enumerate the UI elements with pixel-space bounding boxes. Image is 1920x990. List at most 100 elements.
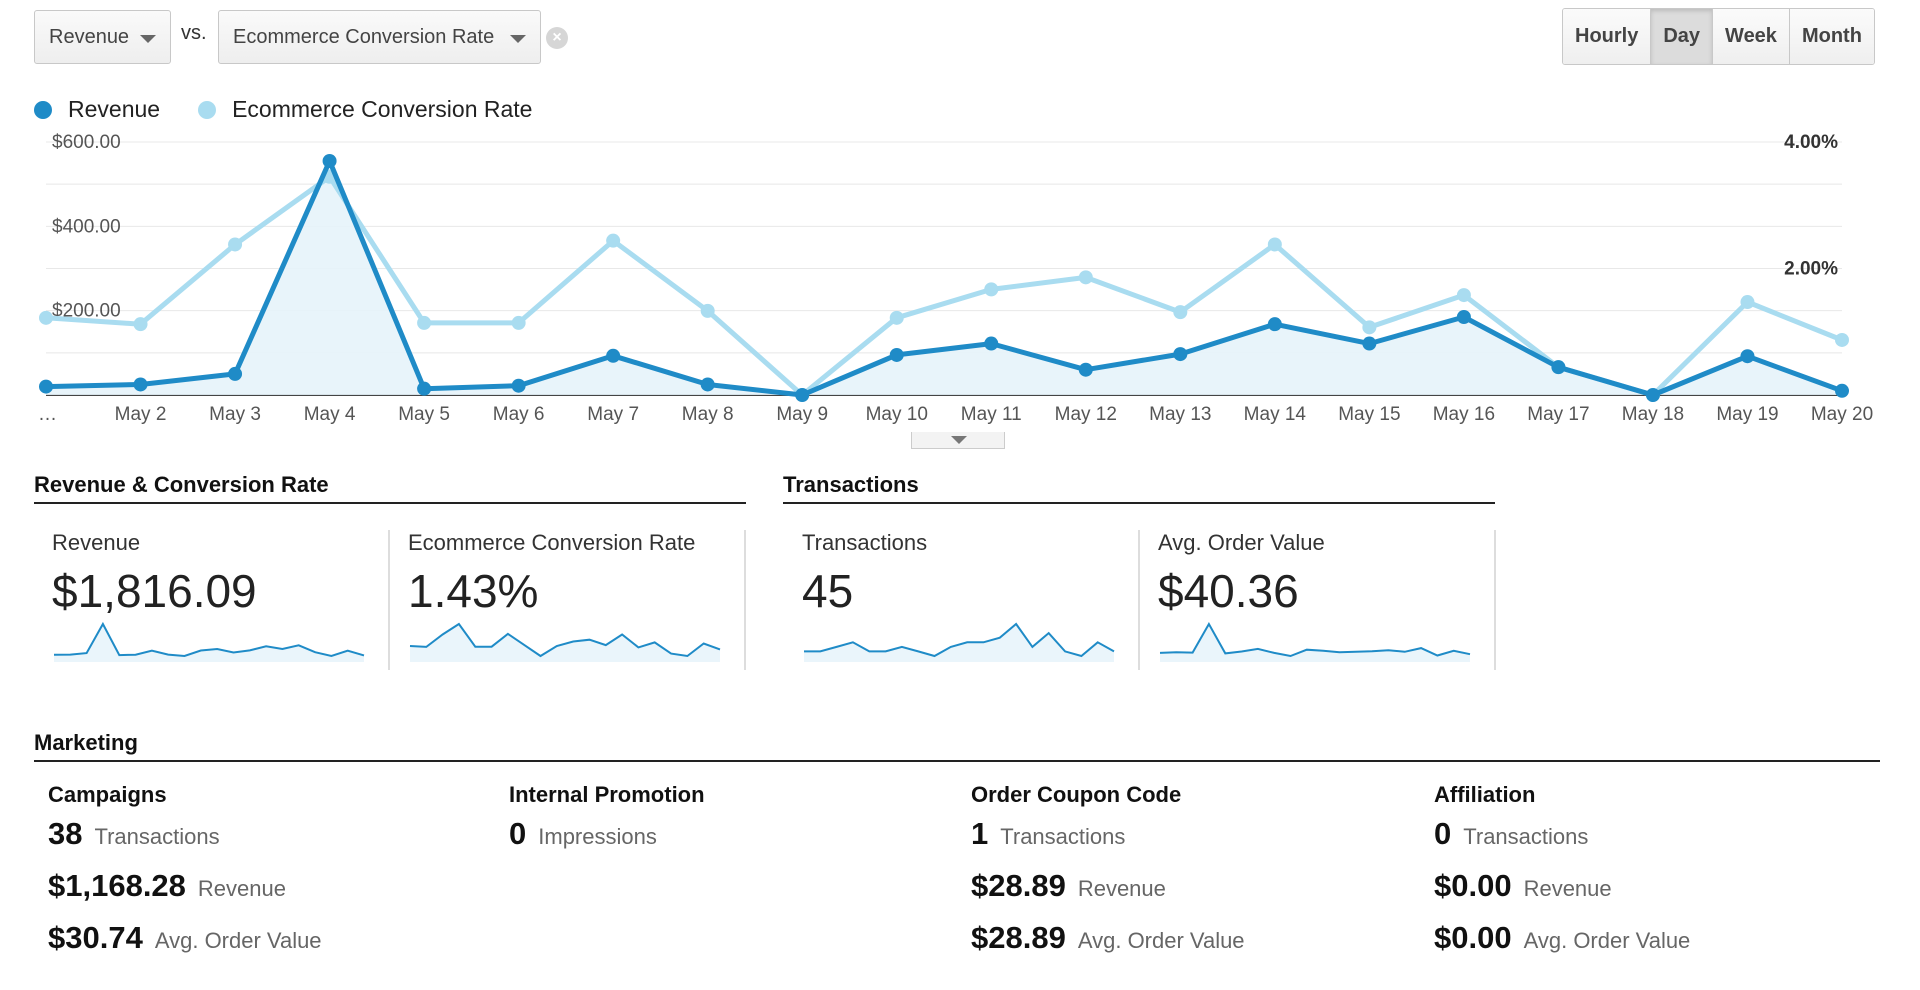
- marketing-row: $28.89 Avg. Order Value: [971, 920, 1411, 972]
- x-tick-label: May 13: [1149, 404, 1211, 425]
- data-point-ecommerce-conversion-rate: [1267, 237, 1282, 252]
- x-tick-label: May 7: [587, 404, 639, 425]
- data-point-ecommerce-conversion-rate: [228, 237, 243, 252]
- data-point-ecommerce-conversion-rate: [1173, 305, 1188, 320]
- marketing-column-title[interactable]: Internal Promotion: [509, 782, 705, 807]
- marketing-label: Transactions: [94, 824, 220, 849]
- x-tick-label: May 15: [1338, 404, 1400, 425]
- metric-transactions[interactable]: Transactions 45: [784, 530, 1140, 670]
- series-line-revenue: [45, 158, 1843, 398]
- data-point-revenue: [417, 381, 432, 396]
- data-point-revenue: [1362, 336, 1377, 351]
- marketing-label: Avg. Order Value: [1077, 928, 1245, 953]
- week-button[interactable]: Week: [1712, 9, 1789, 64]
- chevron-down-icon: [510, 35, 526, 43]
- marketing-label: Revenue: [197, 876, 286, 901]
- marketing-number: $0.00: [1434, 868, 1512, 903]
- y-tick-label-left: $200.00: [52, 301, 121, 322]
- metric-value: 45: [802, 565, 854, 617]
- data-point-revenue: [1078, 362, 1093, 377]
- data-point-revenue: [984, 336, 999, 351]
- x-tick-label: May 14: [1244, 404, 1307, 425]
- x-tick-label: May 2: [115, 404, 167, 425]
- marketing-column-title[interactable]: Order Coupon Code: [971, 782, 1182, 807]
- x-tick-label: May 4: [304, 404, 356, 425]
- y-tick-label-right: 2.00%: [1784, 259, 1838, 280]
- legend-dot-icon: [198, 100, 217, 119]
- x-tick-label: May 12: [1055, 404, 1117, 425]
- sparkline: [53, 621, 365, 662]
- metric-conversion-rate[interactable]: Ecommerce Conversion Rate 1.43%: [390, 530, 746, 670]
- legend-label-conversion: Ecommerce Conversion Rate: [232, 96, 533, 122]
- data-point-revenue: [228, 366, 243, 381]
- x-tick-label: May 3: [209, 404, 261, 425]
- sparkline: [1159, 621, 1471, 662]
- data-point-ecommerce-conversion-rate: [133, 317, 148, 332]
- marketing-order-coupon-code: Order Coupon Code 1 Transactions $28.89 Re…: [971, 782, 1411, 972]
- caret-down-icon: [951, 436, 967, 444]
- month-button[interactable]: Month: [1788, 9, 1874, 64]
- x-tick-label: May 19: [1716, 404, 1778, 425]
- chart-expander[interactable]: [911, 432, 1005, 449]
- marketing-number: 1: [971, 816, 989, 851]
- comparison-metric-label: Ecommerce Conversion Rate: [233, 25, 495, 48]
- granularity-toggle: Hourly Day Week Month: [1562, 8, 1875, 65]
- marketing-number: $28.89: [971, 868, 1066, 903]
- marketing-row: 1 Transactions: [971, 816, 1411, 868]
- legend-item-conversion[interactable]: Ecommerce Conversion Rate: [198, 96, 532, 123]
- data-point-revenue: [1173, 347, 1188, 362]
- marketing-number: $1,168.28: [48, 868, 186, 903]
- marketing-row: 0 Impressions: [509, 816, 949, 868]
- comparison-metric-dropdown[interactable]: Ecommerce Conversion Rate: [218, 10, 541, 64]
- marketing-row: $0.00 Revenue: [1434, 868, 1874, 920]
- marketing-column-title[interactable]: Affiliation: [1434, 782, 1536, 807]
- primary-metric-dropdown[interactable]: Revenue: [34, 10, 171, 64]
- data-point-revenue: [1456, 309, 1471, 324]
- hourly-button[interactable]: Hourly: [1563, 9, 1651, 64]
- day-button[interactable]: Day: [1650, 9, 1713, 64]
- marketing-label: Avg. Order Value: [1523, 928, 1691, 953]
- marketing-label: Transactions: [1000, 824, 1126, 849]
- marketing-label: Impressions: [538, 824, 657, 849]
- marketing-column-title[interactable]: Campaigns: [48, 782, 167, 807]
- data-point-ecommerce-conversion-rate: [1456, 288, 1471, 303]
- metric-revenue[interactable]: Revenue $1,816.09: [34, 530, 390, 670]
- x-tick-label: May 10: [866, 404, 928, 425]
- data-point-ecommerce-conversion-rate: [1835, 332, 1849, 347]
- marketing-campaigns: Campaigns 38 Transactions $1,168.28 Revenu…: [48, 782, 488, 972]
- y-tick-label-right: 4.00%: [1784, 132, 1838, 153]
- metric-avg-order-value[interactable]: Avg. Order Value $40.36: [1140, 530, 1496, 670]
- data-point-revenue: [39, 379, 53, 394]
- marketing-internal-promotion: Internal Promotion 0 Impressions: [509, 782, 949, 868]
- marketing-row: $28.89 Revenue: [971, 868, 1411, 920]
- marketing-affiliation: Affiliation 0 Transactions $0.00 Revenue $…: [1434, 782, 1874, 972]
- metric-label: Revenue: [52, 530, 141, 555]
- sparkline-line: [804, 622, 1115, 658]
- marketing-row: $1,168.28 Revenue: [48, 868, 488, 920]
- metric-label: Transactions: [802, 530, 928, 555]
- marketing-label: Revenue: [1077, 876, 1166, 901]
- marketing-number: $28.89: [971, 920, 1066, 955]
- sparkline-line: [1159, 621, 1471, 658]
- marketing-label: Revenue: [1523, 876, 1612, 901]
- metric-value: $40.36: [1158, 565, 1299, 617]
- marketing-number: 38: [48, 816, 83, 851]
- data-point-revenue: [322, 153, 337, 168]
- x-tick-label: May 6: [493, 404, 545, 425]
- data-point-revenue: [606, 348, 621, 363]
- data-point-ecommerce-conversion-rate: [889, 310, 904, 325]
- metric-value: 1.43%: [408, 565, 539, 617]
- marketing-heading: Marketing: [34, 730, 1880, 762]
- sparkline-line: [53, 621, 365, 658]
- sparkline-area: [410, 624, 720, 662]
- legend-item-revenue[interactable]: Revenue: [34, 96, 160, 123]
- revenue-conversion-chart[interactable]: $600.00 $400.00 $200.00 4.00% 2.00% … May 2 May…: [0, 130, 1920, 450]
- x-tick-label: May 11: [961, 404, 1022, 425]
- x-tick-label: May 20: [1811, 404, 1873, 425]
- data-point-ecommerce-conversion-rate: [39, 310, 53, 325]
- clear-comparison-icon[interactable]: ×: [546, 27, 568, 49]
- primary-metric-label: Revenue: [49, 25, 130, 48]
- data-point-ecommerce-conversion-rate: [1740, 295, 1755, 310]
- metric-label: Avg. Order Value: [1158, 530, 1325, 555]
- marketing-number: 0: [509, 816, 527, 851]
